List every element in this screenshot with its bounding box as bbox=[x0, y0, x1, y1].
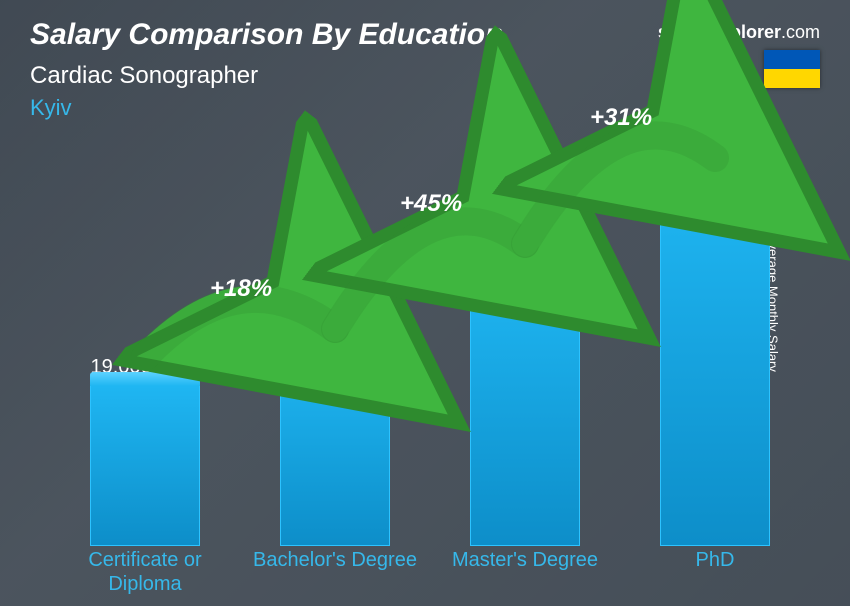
brand-name: salaryexplorer bbox=[658, 22, 781, 42]
chart-title: Salary Comparison By Education bbox=[30, 18, 503, 52]
flag-bottom-stripe bbox=[764, 69, 820, 88]
increase-label: +31% bbox=[590, 104, 652, 132]
chart-container: Salary Comparison By Education Cardiac S… bbox=[0, 0, 850, 606]
chart-location: Kyiv bbox=[30, 95, 72, 121]
xaxis: Certificate or DiplomaBachelor's DegreeM… bbox=[50, 548, 810, 596]
flag-top-stripe bbox=[764, 50, 820, 69]
bar bbox=[280, 357, 390, 546]
chart-subtitle: Cardiac Sonographer bbox=[30, 62, 258, 90]
bar bbox=[660, 186, 770, 546]
bar-group: 19,000 UAH bbox=[50, 356, 240, 546]
chart-area: 19,000 UAH22,300 UAH32,300 UAH42,400 UAH… bbox=[50, 130, 810, 546]
brand-logo: salaryexplorer.com bbox=[658, 22, 820, 43]
bar-group: 42,400 UAH bbox=[620, 157, 810, 546]
brand-suffix: .com bbox=[781, 22, 820, 42]
flag-icon bbox=[764, 50, 820, 88]
bars-row: 19,000 UAH22,300 UAH32,300 UAH42,400 UAH bbox=[50, 130, 810, 546]
xaxis-label: PhD bbox=[620, 548, 810, 596]
bar bbox=[90, 385, 200, 546]
bar bbox=[470, 272, 580, 546]
xaxis-label: Bachelor's Degree bbox=[240, 548, 430, 596]
xaxis-label: Certificate or Diploma bbox=[50, 548, 240, 596]
xaxis-label: Master's Degree bbox=[430, 548, 620, 596]
bar-group: 32,300 UAH bbox=[430, 243, 620, 546]
bar-group: 22,300 UAH bbox=[240, 328, 430, 546]
